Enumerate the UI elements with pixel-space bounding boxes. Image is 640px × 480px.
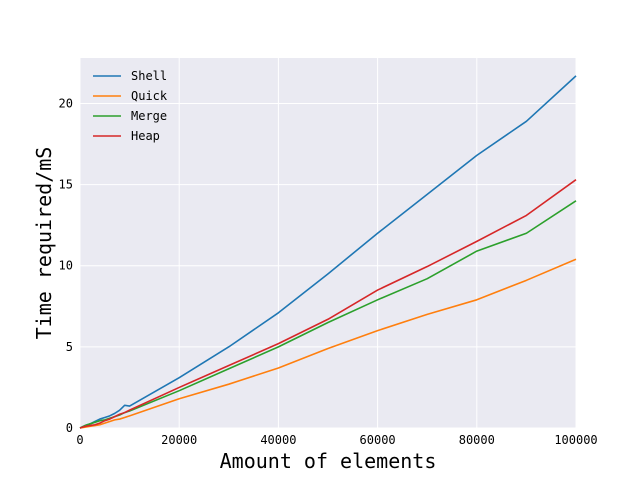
x-tick-label: 100000	[554, 433, 597, 447]
y-tick-label: 0	[66, 421, 73, 435]
y-axis-ticks: 0 5 10 15 20	[59, 96, 73, 435]
y-tick-label: 10	[59, 259, 73, 273]
x-tick-label: 20000	[161, 433, 197, 447]
x-tick-label: 0	[76, 433, 83, 447]
legend-label-shell: Shell	[131, 69, 167, 83]
series-lines	[79, 75, 577, 429]
y-tick-label: 5	[66, 340, 73, 354]
legend-label-merge: Merge	[131, 109, 167, 123]
y-axis-label: Time required/mS	[32, 147, 56, 340]
x-axis-label: Amount of elements	[220, 449, 437, 473]
series-line-quick	[79, 258, 577, 429]
series-line-heap	[79, 179, 577, 429]
legend-label-quick: Quick	[131, 89, 168, 103]
x-axis-ticks: 0 20000 40000 60000 80000 100000	[76, 433, 597, 447]
y-tick-label: 20	[59, 96, 73, 110]
legend: Shell Quick Merge Heap	[93, 69, 168, 143]
x-tick-label: 80000	[459, 433, 495, 447]
x-tick-label: 40000	[260, 433, 296, 447]
series-line-shell	[79, 75, 577, 429]
grid-lines	[79, 58, 577, 429]
legend-label-heap: Heap	[131, 129, 160, 143]
y-tick-label: 15	[59, 178, 73, 192]
x-tick-label: 60000	[360, 433, 396, 447]
plot-area	[80, 58, 576, 428]
